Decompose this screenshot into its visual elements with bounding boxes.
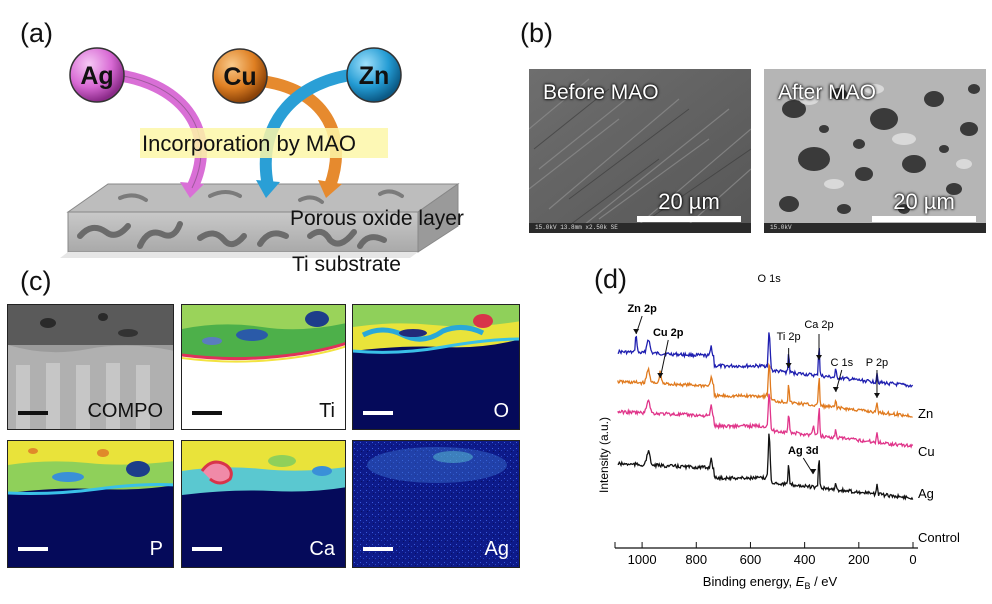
map-ag: Ag — [352, 440, 520, 568]
peak-arrowhead — [810, 469, 817, 474]
peak-label: Ag 3d — [788, 445, 819, 457]
sem-after-title: After MAO — [778, 81, 877, 104]
mao-schematic: Ag Cu Zn Incorporation by MAO Porous oxi… — [60, 47, 464, 276]
panel-label-c: (c) — [20, 266, 52, 296]
peak-arrow — [659, 339, 669, 379]
peak-arrowhead — [785, 363, 792, 368]
peak-arrowhead — [657, 373, 664, 378]
incorporation-label: Incorporation by MAO — [142, 131, 356, 156]
map-compo: COMPO — [7, 304, 174, 430]
map-ti: Ti — [181, 304, 346, 430]
peak-arrowhead — [815, 355, 822, 360]
substrate-label: Ti substrate — [292, 253, 401, 276]
map-p: P — [7, 440, 174, 568]
spectrum-ag — [617, 393, 914, 449]
peak-label: Zn 2p — [627, 303, 657, 315]
x-tick-label: 1000 — [628, 552, 657, 567]
zn-ion-sphere — [346, 47, 402, 103]
map-p-label: P — [149, 538, 163, 560]
x-tick-label: 800 — [685, 552, 707, 567]
series-label-control: Control — [918, 530, 960, 545]
cu-ion-label: Cu — [223, 63, 256, 91]
peak-label: C 1s — [830, 357, 853, 369]
y-axis-title: Intensity (a.u.) — [597, 417, 611, 493]
peak-arrowhead — [832, 387, 839, 392]
peak-arrow — [802, 457, 814, 475]
ag-ion-label: Ag — [80, 62, 113, 90]
peak-label: Ti 2p — [777, 331, 801, 343]
sem-after-info: 15.0kV — [770, 224, 792, 231]
map-ca: Ca — [181, 440, 346, 568]
x-tick-label: 400 — [794, 552, 816, 567]
sem-after-scale-text: 20 µm — [893, 189, 955, 214]
ag-scale-bar — [363, 547, 393, 551]
peak-arrowhead — [873, 393, 880, 398]
o-scale-bar — [363, 411, 393, 415]
sem-before-scale-text: 20 µm — [658, 189, 720, 214]
map-ti-label: Ti — [319, 400, 335, 422]
cu-ion-sphere — [212, 48, 268, 104]
series-label-cu: Cu — [918, 444, 935, 459]
zn-ion-label: Zn — [359, 62, 390, 90]
x-axis-title: Binding energy, EB / eV — [703, 574, 838, 591]
panel-label-d: (d) — [594, 264, 627, 294]
panel-label-b: (b) — [520, 18, 553, 48]
x-tick-label: 600 — [740, 552, 762, 567]
sem-before-scale-bar — [637, 216, 741, 222]
peak-label: O 1s — [758, 273, 782, 285]
oxide-block — [60, 183, 460, 258]
spectrum-cu — [617, 362, 913, 419]
map-compo-label: COMPO — [87, 400, 163, 422]
spectrum-control — [617, 433, 914, 501]
ag-ion-sphere — [69, 47, 125, 103]
sem-after-image: After MAO 20 µm 15.0kV — [764, 69, 986, 233]
map-o: O — [352, 304, 520, 430]
xps-chart: 1000 800 600 400 200 0 Binding energy, EB / e… — [597, 273, 960, 591]
sem-before-image: Before MAO 20 µm 15.0kV 13.8mm x2.50k SE — [529, 69, 751, 233]
series-label-ag: Ag — [918, 486, 934, 501]
map-ca-label: Ca — [309, 538, 335, 560]
ti-scale-bar — [192, 411, 222, 415]
zn-arrow — [259, 68, 359, 188]
compo-scale-bar — [18, 411, 48, 415]
map-o-label: O — [493, 400, 509, 422]
peak-label: P 2p — [866, 357, 888, 369]
sem-after-scale-bar — [872, 216, 976, 222]
oxide-layer-label: Porous oxide layer — [290, 207, 464, 230]
p-scale-bar — [18, 547, 48, 551]
sem-before-title: Before MAO — [543, 81, 659, 104]
ag-arrow — [107, 68, 207, 191]
spectrum-zn — [617, 332, 914, 388]
peak-label: Cu 2p — [653, 327, 684, 339]
sem-before-info: 15.0kV 13.8mm x2.50k SE — [535, 224, 618, 231]
peak-label: Ca 2p — [804, 319, 833, 331]
x-tick-label: 0 — [909, 552, 916, 567]
map-ag-label: Ag — [484, 538, 509, 560]
panel-label-a: (a) — [20, 18, 53, 48]
x-tick-label: 200 — [848, 552, 870, 567]
series-label-zn: Zn — [918, 406, 933, 421]
cu-arrow — [249, 74, 343, 189]
ca-scale-bar — [192, 547, 222, 551]
peak-arrowhead — [633, 329, 640, 334]
